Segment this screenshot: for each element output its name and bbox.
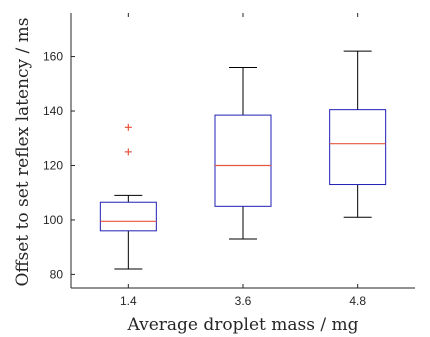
- y-tick-label: 140: [43, 104, 63, 118]
- x-tick-label: 1.4: [120, 294, 137, 308]
- iqr-box: [214, 114, 272, 207]
- y-tick-label: 100: [43, 213, 63, 227]
- y-ticks: 80 100 120 140 160: [43, 50, 75, 281]
- y-axis-title: Offset to set reflex latency / ms: [13, 17, 33, 286]
- iqr-box: [99, 201, 157, 232]
- box-group: [329, 50, 387, 218]
- box-group: [214, 66, 272, 240]
- box-group: [99, 123, 157, 270]
- y-tick-label: 80: [50, 267, 64, 281]
- y-tick-label: 160: [43, 50, 63, 64]
- x-tick-label: 3.6: [235, 294, 252, 308]
- iqr-box: [329, 109, 387, 186]
- axes: [70, 13, 415, 289]
- y-tick-label: 120: [43, 158, 63, 172]
- x-axis-title: Average droplet mass / mg: [127, 315, 359, 335]
- outlier-marker: [124, 148, 132, 156]
- x-ticks: 1.4 3.6 4.8: [120, 13, 366, 308]
- x-tick-label: 4.8: [349, 294, 366, 308]
- boxes: [99, 50, 387, 270]
- outlier-marker: [124, 123, 132, 131]
